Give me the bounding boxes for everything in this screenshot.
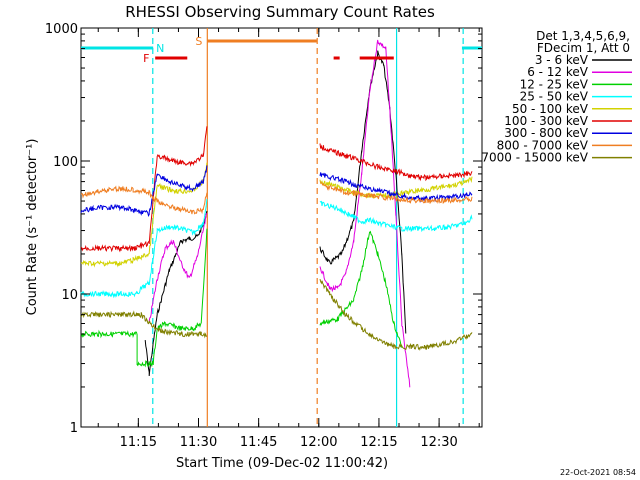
series-line [80, 228, 403, 368]
legend-entry-label: 3 - 6 keV [535, 53, 589, 67]
series-line [144, 50, 407, 377]
x-axis-label: Start Time (09-Dec-02 11:00:42) [176, 456, 388, 471]
y-tick-label: 10 [61, 288, 78, 303]
legend-entry-label: 300 - 800 keV [504, 126, 588, 140]
y-axis-label: Count Rate (s⁻¹ detector⁻¹) [25, 139, 40, 316]
legend-entry-label: 50 - 100 keV [512, 102, 589, 116]
legend-entry-label: 7000 - 15000 keV [481, 151, 588, 165]
series-line [80, 162, 473, 268]
x-tick-label: 12:30 [420, 435, 457, 450]
series-line [80, 126, 473, 253]
series-line [148, 39, 411, 388]
series-line [80, 278, 473, 351]
status-flag-label: F [143, 52, 149, 65]
legend-header-line-2: FDecim 1, Att 0 [537, 41, 630, 55]
legend-header-line-1: Det 1,3,4,5,6,9, [536, 29, 630, 43]
x-tick-label: 11:15 [120, 435, 157, 450]
x-tick-label: 11:45 [240, 435, 277, 450]
status-flag-label: S [195, 35, 202, 48]
chart-title: RHESSI Observing Summary Count Rates [125, 3, 435, 21]
legend-entry-label: 12 - 25 keV [520, 77, 589, 91]
legend-entry-label: 25 - 50 keV [520, 90, 589, 104]
x-tick-label: 12:15 [360, 435, 397, 450]
legend-entry-label: 800 - 7000 keV [497, 138, 589, 152]
legend-entry-label: 100 - 300 keV [504, 114, 588, 128]
status-flag-label: N [156, 42, 164, 55]
timestamp: 22-Oct-2021 08:54 [560, 468, 636, 477]
x-tick-label: 12:00 [300, 435, 337, 450]
y-tick-label: 1000 [45, 22, 78, 37]
plot-frame [80, 27, 483, 428]
x-tick-label: 11:30 [180, 435, 217, 450]
series-line [80, 181, 473, 215]
series-line [80, 165, 473, 218]
y-tick-label: 100 [53, 155, 78, 170]
legend-entry-label: 6 - 12 keV [527, 65, 589, 79]
y-tick-label: 1 [70, 421, 78, 436]
series-line [80, 198, 473, 299]
